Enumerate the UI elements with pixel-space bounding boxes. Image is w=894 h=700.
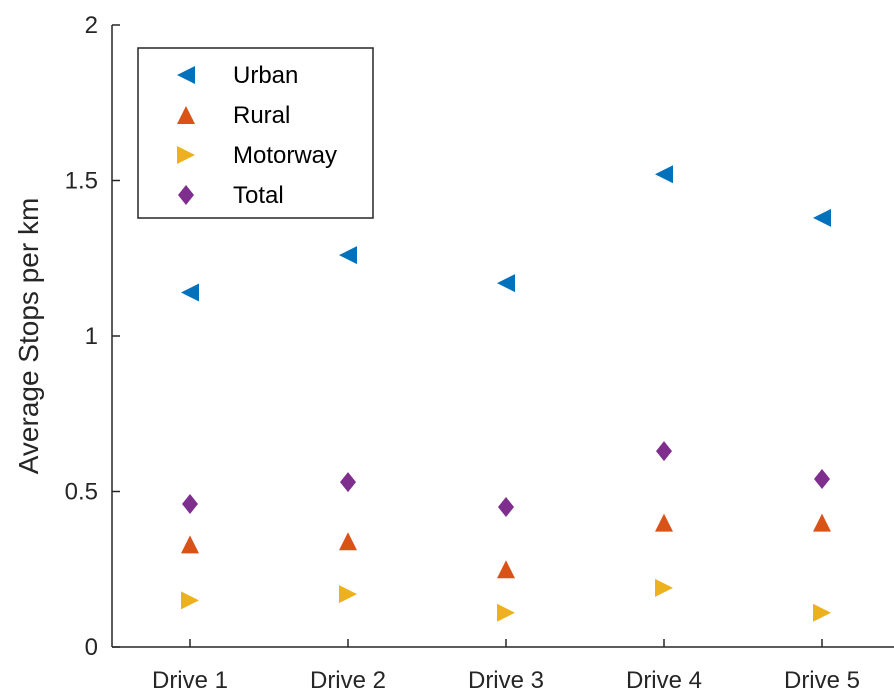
- legend-marker-urban: [177, 66, 195, 84]
- series-motorway: [181, 578, 831, 622]
- legend-marker-total: [178, 185, 194, 205]
- data-point-rural: [655, 513, 673, 532]
- x-tick-label: Drive 5: [784, 667, 860, 694]
- legend-marker-motorway: [177, 146, 195, 164]
- legend-marker-rural: [177, 106, 195, 124]
- data-point-urban: [181, 283, 199, 302]
- data-point-total: [814, 469, 830, 490]
- data-point-total: [656, 441, 672, 462]
- x-tick-label: Drive 2: [310, 667, 386, 694]
- data-point-motorway: [339, 585, 357, 604]
- data-point-urban: [813, 208, 831, 227]
- x-tick-label: Drive 4: [626, 667, 702, 694]
- ticks: 0 0.5 1 1.5 2 Drive 1 Drive 2 Drive 3 Drive 4 Dri…: [65, 12, 860, 694]
- data-point-rural: [813, 513, 831, 532]
- data-point-urban: [339, 246, 357, 265]
- data-point-rural: [339, 532, 357, 551]
- data-point-total: [340, 472, 356, 493]
- y-tick-label: 0.5: [65, 479, 98, 506]
- y-tick-label: 1: [85, 323, 98, 350]
- data-point-motorway: [655, 578, 673, 597]
- data-point-urban: [655, 165, 673, 184]
- series-total: [182, 441, 830, 518]
- data-point-motorway: [181, 591, 199, 610]
- y-tick-label: 1.5: [65, 168, 98, 195]
- legend-label-urban: Urban: [233, 62, 298, 89]
- data-point-motorway: [497, 603, 515, 622]
- y-tick-label: 0: [85, 634, 98, 661]
- data-point-rural: [181, 535, 199, 554]
- y-tick-label: 2: [85, 12, 98, 39]
- legend-box: [137, 47, 374, 219]
- x-tick-label: Drive 3: [468, 667, 544, 694]
- x-tick-label: Drive 1: [152, 667, 228, 694]
- y-axis-label: Average Stops per km: [13, 198, 44, 475]
- data-point-total: [498, 497, 514, 518]
- series-rural: [181, 513, 831, 579]
- data-point-motorway: [813, 603, 831, 622]
- data-point-rural: [497, 560, 515, 579]
- legend-label-motorway: Motorway: [233, 142, 337, 169]
- legend: Urban Rural Motorway Total: [137, 47, 374, 219]
- legend-label-rural: Rural: [233, 102, 290, 129]
- series-urban: [181, 165, 831, 302]
- data-point-urban: [497, 274, 515, 293]
- legend-label-total: Total: [233, 182, 284, 209]
- data-marks: [181, 165, 831, 622]
- data-point-total: [182, 493, 198, 514]
